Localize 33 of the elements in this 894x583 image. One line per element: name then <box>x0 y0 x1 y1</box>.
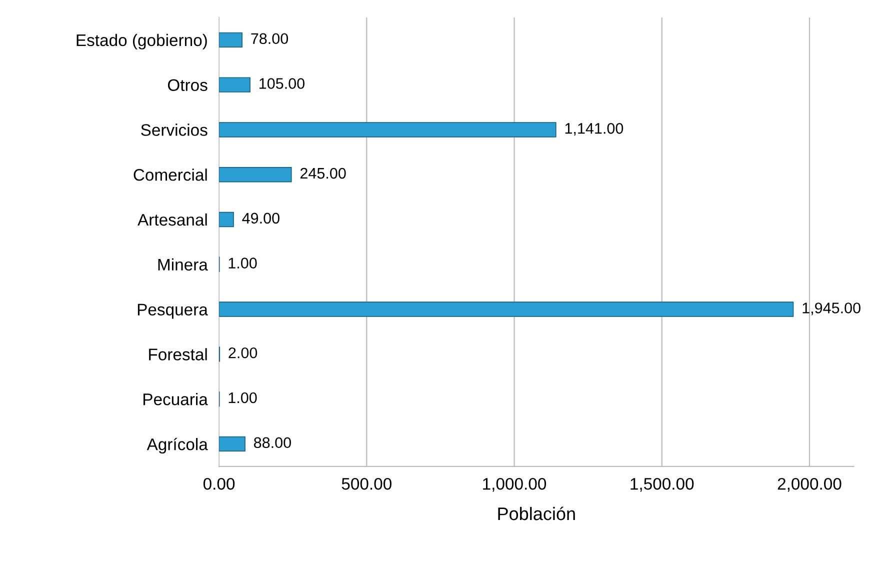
data-label: 245.00 <box>300 168 346 179</box>
x-tick-label: 0.00 <box>203 478 235 490</box>
data-label: 49.00 <box>242 212 280 224</box>
y-tick-label: Forestal <box>149 348 207 360</box>
y-tick-label: Minera <box>158 258 208 271</box>
data-label: 1,945.00 <box>802 302 860 316</box>
y-tick-label: Otros <box>168 79 208 92</box>
data-label: 88.00 <box>254 437 291 448</box>
bar <box>219 302 794 317</box>
y-tick-label: Servicios <box>141 124 208 136</box>
bar <box>219 122 556 138</box>
y-tick-label: Estado (gobierno) <box>76 34 207 50</box>
bar <box>219 77 250 92</box>
data-label: 1.00 <box>228 392 257 404</box>
data-label: 1.00 <box>228 258 257 268</box>
data-label: 2.00 <box>228 347 258 358</box>
bar <box>219 212 234 228</box>
y-tick-label: Pesquera <box>138 304 208 319</box>
y-tick-label: Agrícola <box>146 438 208 454</box>
bar <box>219 167 292 182</box>
bar <box>219 436 246 452</box>
x-tick-label: 2,000.00 <box>778 478 842 492</box>
x-tick-label: 1,000.00 <box>483 478 546 492</box>
y-tick-label: Artesanal <box>138 213 207 226</box>
x-axis-title: Población <box>498 506 575 520</box>
x-tick-label: 500.00 <box>342 478 392 490</box>
data-label: 105.00 <box>260 78 304 89</box>
bar <box>219 32 242 48</box>
data-label: 78.00 <box>251 33 288 44</box>
x-tick-label: 1,500.00 <box>630 478 694 492</box>
y-tick-label: Comercial <box>134 168 207 181</box>
y-tick-label: Pecuaria <box>144 393 208 406</box>
data-label: 1,141.00 <box>565 123 624 136</box>
